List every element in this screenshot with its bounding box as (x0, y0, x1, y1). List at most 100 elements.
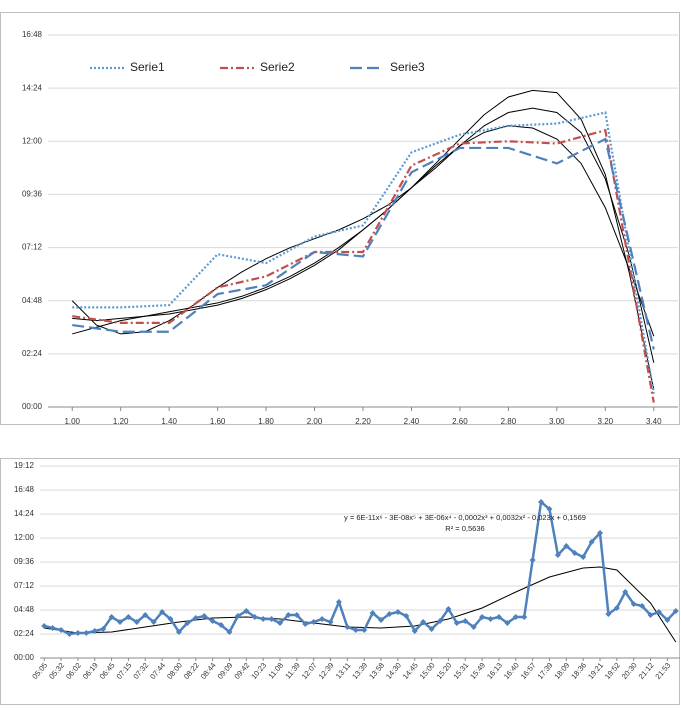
x-tick-label: 07:32 (131, 661, 150, 681)
data-marker (479, 614, 486, 620)
data-marker (192, 615, 199, 621)
y-tick-label: 09:36 (22, 190, 43, 199)
data-marker (588, 539, 595, 545)
x-tick-label: 16:13 (485, 661, 504, 681)
x-tick-label: 14:30 (384, 661, 403, 681)
data-marker (49, 625, 56, 631)
x-tick-label: 21:12 (637, 661, 656, 681)
x-tick-label: 2.20 (355, 417, 371, 426)
legend-label: Serie1 (130, 60, 165, 74)
trendline (71, 107, 655, 363)
series-line (72, 128, 655, 403)
x-tick-label: 19:21 (586, 661, 605, 681)
data-marker (453, 620, 460, 626)
y-tick-label: 02:24 (22, 349, 43, 358)
data-marker (319, 616, 326, 622)
series-line (43, 499, 677, 636)
x-tick-label: 21:53 (653, 661, 672, 681)
x-tick-label: 13:11 (334, 661, 353, 681)
x-tick-label: 2.40 (404, 417, 420, 426)
data-marker (218, 622, 225, 628)
series-line (72, 137, 655, 350)
data-marker (554, 552, 561, 558)
data-marker (344, 624, 351, 630)
x-tick-label: 06:02 (64, 661, 83, 681)
data-marker (369, 610, 376, 616)
x-tick-label: 3.40 (646, 417, 662, 426)
data-marker (335, 599, 342, 605)
data-marker (622, 589, 629, 595)
y-tick-label: 04:48 (14, 605, 35, 614)
data-marker (184, 620, 191, 626)
data-marker (243, 608, 250, 614)
x-tick-label: 18:36 (569, 661, 588, 681)
data-marker (327, 619, 334, 625)
y-tick-label: 09:36 (14, 557, 35, 566)
x-tick-label: 2.00 (307, 417, 323, 426)
y-tick-label: 07:12 (22, 243, 43, 252)
data-marker (133, 619, 140, 625)
x-tick-label: 2.80 (501, 417, 517, 426)
x-tick-label: 1.40 (161, 417, 177, 426)
y-tick-label: 00:00 (22, 402, 43, 411)
data-marker (605, 611, 612, 617)
x-tick-label: 05:05 (30, 661, 49, 681)
data-marker (378, 617, 385, 623)
x-tick-label: 15:00 (418, 661, 437, 681)
data-marker (125, 614, 132, 620)
data-marker (512, 614, 519, 620)
data-marker (495, 614, 502, 620)
data-marker (361, 627, 368, 633)
data-marker (411, 628, 418, 634)
y-tick-label: 14:24 (22, 83, 43, 92)
data-marker (83, 630, 90, 636)
data-marker (302, 621, 309, 627)
data-marker (655, 609, 662, 615)
x-tick-label: 10:23 (249, 661, 268, 681)
x-tick-label: 07:15 (115, 661, 134, 681)
data-marker (285, 612, 292, 618)
data-marker (159, 609, 166, 615)
data-marker (352, 627, 359, 633)
legend-label: Serie2 (260, 60, 295, 74)
x-tick-label: 12:07 (300, 661, 319, 681)
data-marker (74, 630, 81, 636)
data-marker (630, 601, 637, 607)
data-marker (487, 616, 494, 622)
y-tick-label: 14:24 (14, 509, 35, 518)
data-marker (175, 629, 182, 635)
data-marker (117, 619, 123, 625)
data-marker (445, 606, 452, 612)
x-tick-label: 05:32 (47, 661, 66, 681)
x-tick-label: 3.00 (549, 417, 565, 426)
x-tick-label: 08:22 (182, 661, 201, 681)
data-marker (201, 613, 208, 619)
x-tick-label: 1.80 (258, 417, 274, 426)
x-tick-label: 15:31 (451, 661, 470, 681)
data-marker (437, 618, 443, 624)
y-tick-label: 19:12 (14, 461, 35, 470)
x-tick-label: 08:00 (165, 661, 184, 681)
y-tick-label: 07:12 (14, 581, 35, 590)
data-marker (41, 623, 48, 629)
data-marker (546, 506, 553, 512)
x-tick-label: 15:49 (468, 661, 487, 681)
x-tick-label: 18:09 (552, 661, 571, 681)
x-tick-label: 13:39 (350, 661, 369, 681)
data-marker (613, 605, 620, 611)
data-marker (470, 624, 477, 630)
x-tick-label: 16:57 (519, 661, 538, 681)
data-marker (664, 617, 671, 623)
data-marker (167, 616, 174, 622)
data-marker (428, 626, 435, 632)
data-marker (234, 613, 241, 619)
data-marker (504, 620, 511, 626)
data-marker (100, 626, 107, 632)
data-marker (310, 619, 317, 625)
data-marker (91, 628, 98, 634)
x-tick-label: 13:58 (367, 661, 386, 681)
data-marker (580, 554, 587, 560)
data-marker (403, 613, 410, 619)
x-tick-label: 2.60 (452, 417, 468, 426)
